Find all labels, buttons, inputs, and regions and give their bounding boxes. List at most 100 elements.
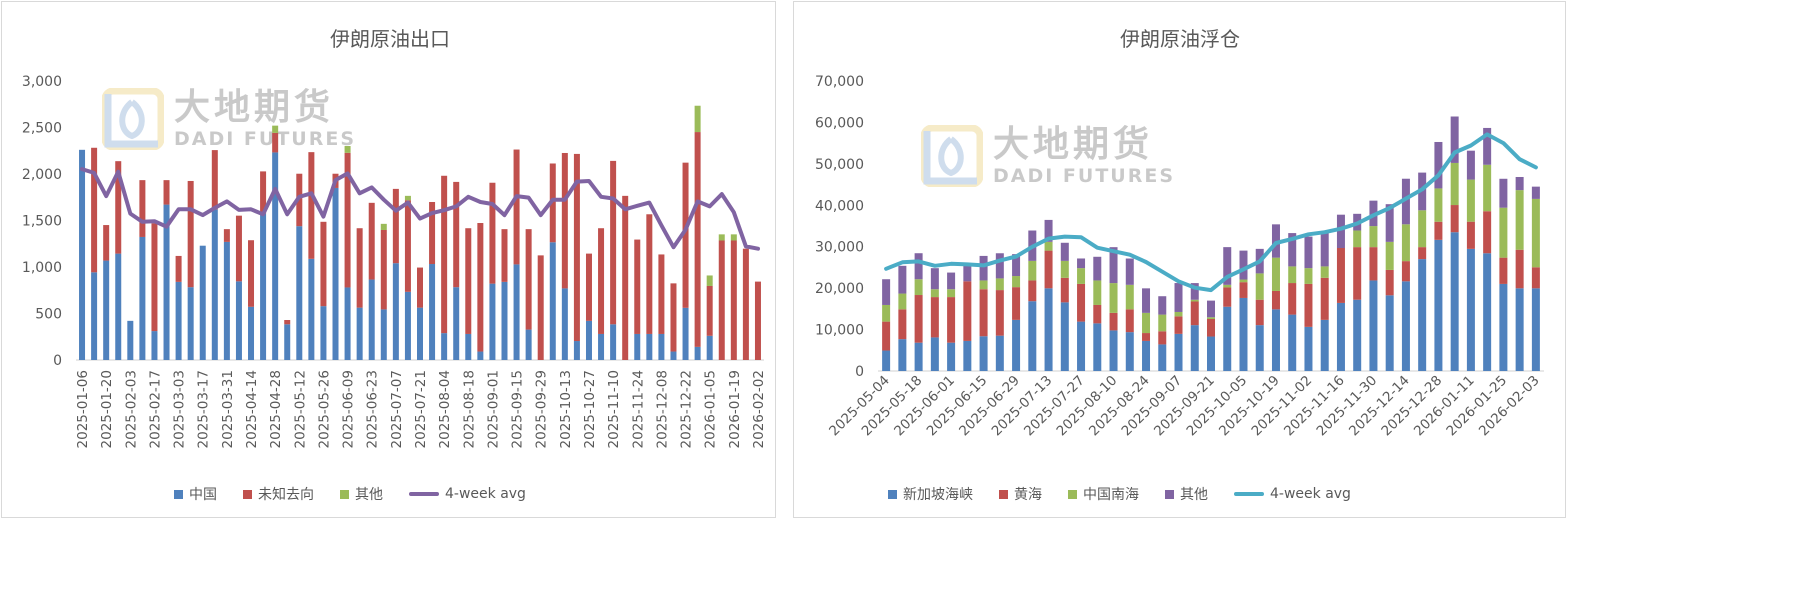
y-tick-label: 60,000 <box>815 115 864 131</box>
x-tick-label: 2025-09-15 <box>510 370 526 448</box>
bar-segment-1 <box>898 309 907 340</box>
bar-segment-0 <box>187 287 194 360</box>
bar-segment-0 <box>175 281 182 360</box>
bar-segment-1 <box>1109 312 1118 331</box>
bar-segment-0 <box>429 264 436 360</box>
x-tick-label: 2025-04-14 <box>244 370 260 448</box>
bar-segment-0 <box>91 272 98 360</box>
bar-segment-2 <box>1353 230 1362 248</box>
bar-segment-0 <box>1418 259 1427 371</box>
bar-segment-3 <box>1239 250 1248 280</box>
bar-segment-1 <box>1304 283 1313 327</box>
bar-segment-3 <box>1450 116 1459 163</box>
legend-item: 其他 <box>340 484 383 504</box>
bar-segment-1 <box>561 152 568 289</box>
bar-segment-0 <box>995 335 1004 371</box>
bar-segment-0 <box>1142 340 1151 371</box>
bar-segment-1 <box>1369 247 1378 281</box>
legend-item: 未知去向 <box>243 484 314 504</box>
legend-item: 4-week avg <box>1234 486 1351 502</box>
bar-segment-0 <box>272 152 279 360</box>
bar-segment-0 <box>914 342 923 371</box>
bar-segment-0 <box>1434 239 1443 371</box>
bar-segment-0 <box>610 324 617 360</box>
bar-segment-2 <box>1418 210 1427 248</box>
bar-segment-1 <box>1044 250 1053 289</box>
x-tick-label: 2026-01-05 <box>703 370 719 448</box>
bar-segment-1 <box>453 181 460 288</box>
bar-segment-2 <box>694 105 701 133</box>
bar-segment-0 <box>658 333 665 360</box>
bar-segment-0 <box>549 242 556 360</box>
x-tick-label: 2026-01-19 <box>727 370 743 448</box>
x-tick-label: 2025-09-01 <box>485 370 501 448</box>
x-tick-label: 2025-08-18 <box>461 370 477 448</box>
bar-segment-1 <box>1336 247 1345 303</box>
bar-segment-0 <box>1466 248 1475 371</box>
legend-label: 其他 <box>355 487 383 503</box>
legend-label: 中国南海 <box>1083 487 1139 503</box>
bar-segment-3 <box>882 279 891 305</box>
x-tick-label: 2025-05-26 <box>316 370 332 448</box>
bar-segment-1 <box>163 180 170 205</box>
x-tick-label: 2025-01-06 <box>75 370 91 448</box>
bar-segment-0 <box>930 337 939 371</box>
bar-segment-2 <box>882 304 891 322</box>
bar-segment-3 <box>1304 236 1313 269</box>
bar-segment-1 <box>1271 290 1280 310</box>
bar-segment-2 <box>1466 179 1475 222</box>
bar-segment-1 <box>585 253 592 321</box>
y-tick-label: 70,000 <box>815 74 864 90</box>
bar-segment-2 <box>898 293 907 310</box>
bar-segment-0 <box>235 281 242 360</box>
bar-segment-0 <box>598 333 605 360</box>
bar-segment-0 <box>417 307 423 360</box>
bar-segment-2 <box>1044 241 1053 251</box>
bar-segment-0 <box>706 335 713 360</box>
y-tick-label: 0 <box>53 353 62 369</box>
bar-segment-1 <box>91 147 98 273</box>
bar-segment-1 <box>1028 280 1037 302</box>
legend-label: 未知去向 <box>258 487 314 503</box>
bar-segment-0 <box>453 287 460 360</box>
x-tick-label: 2025-07-21 <box>413 370 429 448</box>
bar-segment-0 <box>260 213 267 360</box>
bar-segment-1 <box>139 180 146 237</box>
bar-segment-1 <box>368 202 375 280</box>
bar-segment-3 <box>914 253 923 280</box>
bar-segment-0 <box>1353 299 1362 371</box>
bar-segment-3 <box>1142 288 1151 313</box>
bar-segment-0 <box>332 187 339 360</box>
bar-segment-1 <box>392 188 399 264</box>
bar-segment-0 <box>223 241 230 360</box>
bar-segment-1 <box>1012 287 1021 320</box>
chart-panel-iran-floating-storage: 大地期货 DADI FUTURES 伊朗原油浮仓 0 10,000 20,000 30,… <box>793 1 1566 518</box>
bar-segment-1 <box>1093 304 1102 324</box>
bar-segment-0 <box>1093 323 1102 371</box>
bar-segment-0 <box>79 149 86 360</box>
legend-item: 中国 <box>174 484 217 504</box>
bar-segment-0 <box>1271 309 1280 371</box>
bar-segment-3 <box>1093 256 1102 281</box>
bar-segment-0 <box>513 264 520 360</box>
bar-segment-0 <box>103 260 110 360</box>
bar-segment-1 <box>1190 301 1199 326</box>
chart-title: 伊朗原油浮仓 <box>1120 27 1240 51</box>
x-tick-label: 2025-02-03 <box>123 370 139 448</box>
bar-segment-1 <box>754 281 761 360</box>
bar-segment-1 <box>115 161 122 254</box>
legend-square-swatch <box>999 489 1008 499</box>
bar-segment-0 <box>1207 336 1215 371</box>
bar-segment-3 <box>1320 233 1329 267</box>
bar-segment-3 <box>1044 219 1053 242</box>
bar-segment-1 <box>1499 257 1508 284</box>
bar-segment-0 <box>163 204 170 360</box>
bar-segment-1 <box>1158 331 1167 345</box>
bar-segment-3 <box>1109 247 1118 284</box>
bar-segment-3 <box>947 272 956 290</box>
y-tick-label: 2,000 <box>22 167 62 183</box>
avg-line <box>884 132 1538 293</box>
bar-segment-2 <box>930 289 939 298</box>
bar-segment-1 <box>344 152 351 288</box>
x-tick-label: 2025-04-28 <box>268 370 284 448</box>
